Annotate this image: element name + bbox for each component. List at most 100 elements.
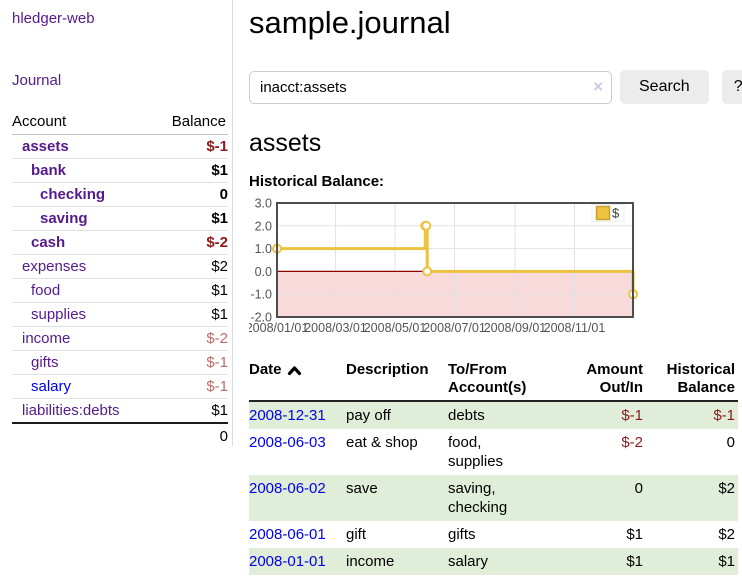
transaction-balance: $1	[718, 553, 735, 570]
transaction-amount: 0	[634, 480, 643, 497]
transaction-date-link[interactable]: 2008-06-02	[249, 480, 326, 497]
transaction-description: gift	[346, 526, 367, 543]
transaction-amount: $-1	[621, 407, 643, 424]
sidebar: hledger-web Journal Account Balance asse…	[0, 0, 233, 448]
account-row-expenses: expenses $2	[12, 254, 228, 279]
account-balance: $1	[153, 302, 228, 327]
register-header-accounts: To/From Account(s)	[448, 359, 566, 402]
clear-search-icon[interactable]: ×	[593, 76, 603, 96]
register-row: 2008-06-03 eat & shop food, supplies $-2…	[249, 429, 738, 475]
transaction-date-link[interactable]: 2008-06-03	[249, 434, 326, 451]
sidebar-item-journal[interactable]: Journal	[12, 72, 62, 89]
balance-chart-svg: 2008/01/012008/03/012008/05/012008/07/01…	[249, 197, 638, 335]
svg-text:0.0: 0.0	[255, 265, 272, 279]
account-row-liabilities-debts: liabilities:debts $1	[12, 398, 228, 423]
account-link-gifts[interactable]: gifts	[31, 354, 59, 371]
transaction-description: income	[346, 553, 395, 570]
account-link-supplies[interactable]: supplies	[31, 306, 87, 323]
transaction-accounts: saving, checking	[448, 480, 508, 516]
account-balance: $2	[153, 254, 228, 279]
transaction-description: eat & shop	[346, 434, 418, 451]
accounts-header-row: Account Balance	[12, 110, 228, 135]
svg-text:2008/09/01: 2008/09/01	[484, 321, 547, 335]
transaction-accounts: salary	[448, 553, 489, 570]
account-link-checking[interactable]: checking	[40, 186, 106, 203]
accounts-total-value: 0	[153, 422, 228, 448]
register-header-balance: Historical Balance	[646, 359, 738, 402]
transaction-balance: 0	[726, 434, 735, 451]
account-row-gifts: gifts $-1	[12, 350, 228, 375]
account-row-assets: assets $-1	[12, 135, 228, 159]
svg-text:$: $	[612, 206, 620, 221]
transaction-accounts: debts	[448, 407, 485, 424]
account-link-expenses[interactable]: expenses	[22, 258, 87, 275]
chart-title: Historical Balance:	[249, 173, 385, 190]
register-table: Date Description To/From Account(s) Amoun…	[249, 359, 738, 575]
transaction-balance: $2	[718, 480, 735, 497]
svg-text:-1.0: -1.0	[250, 288, 272, 302]
account-balance: $1	[153, 398, 228, 423]
account-balance: $-2	[153, 230, 228, 255]
transaction-balance: $2	[718, 526, 735, 543]
account-balance: $1	[153, 158, 228, 183]
account-link-salary[interactable]: salary	[31, 378, 72, 395]
account-row-bank: bank $1	[12, 158, 228, 183]
account-row-supplies: supplies $1	[12, 302, 228, 327]
svg-text:2008/03/01: 2008/03/01	[304, 321, 367, 335]
account-heading: assets	[249, 129, 322, 157]
account-link-saving[interactable]: saving	[40, 210, 88, 227]
account-balance: 0	[153, 182, 228, 207]
account-link-liabilities-debts[interactable]: liabilities:debts	[22, 402, 120, 419]
app-title-link[interactable]: hledger-web	[12, 10, 95, 27]
register-header-date[interactable]: Date	[249, 359, 346, 402]
sort-ascending-icon	[287, 365, 301, 375]
account-link-bank[interactable]: bank	[31, 162, 67, 179]
account-link-income[interactable]: income	[22, 330, 71, 347]
transaction-date-link[interactable]: 2008-01-01	[249, 553, 326, 570]
transaction-accounts: gifts	[448, 526, 476, 543]
register-row: 2008-06-01 gift gifts $1 $2	[249, 521, 738, 548]
account-link-cash[interactable]: cash	[31, 234, 66, 251]
transaction-amount: $-2	[621, 434, 643, 451]
account-row-income: income $-2	[12, 326, 228, 351]
account-balance: $1	[153, 278, 228, 303]
transaction-description: pay off	[346, 407, 391, 424]
account-row-food: food $1	[12, 278, 228, 303]
transaction-accounts: food, supplies	[448, 434, 504, 470]
svg-text:2008/01/01: 2008/01/01	[249, 321, 308, 335]
account-row-salary: salary $-1	[12, 374, 228, 399]
account-link-food[interactable]: food	[31, 282, 61, 299]
register-header-amount: Amount Out/In	[566, 359, 646, 402]
svg-text:1.0: 1.0	[255, 242, 272, 256]
accounts-total-row: 0	[12, 422, 228, 448]
transaction-amount: $1	[626, 553, 643, 570]
account-link-assets[interactable]: assets	[22, 138, 69, 155]
account-balance: $-2	[153, 326, 228, 351]
svg-text:2008/05/01: 2008/05/01	[364, 321, 427, 335]
register-header-description: Description	[346, 359, 448, 402]
search-form: × Search ?	[249, 70, 742, 104]
search-input[interactable]	[249, 70, 612, 104]
transaction-description: save	[346, 480, 378, 497]
help-button[interactable]: ?	[721, 70, 742, 104]
transaction-date-link[interactable]: 2008-12-31	[249, 407, 326, 424]
account-row-cash: cash $-2	[12, 230, 228, 255]
account-balance: $1	[153, 206, 228, 231]
register-row: 2008-12-31 pay off debts $-1 $-1	[249, 401, 738, 429]
accounts-header-balance: Balance	[153, 110, 228, 135]
transaction-amount: $1	[626, 526, 643, 543]
register-row: 2008-01-01 income salary $1 $1	[249, 548, 738, 575]
search-button[interactable]: Search	[620, 70, 709, 104]
account-balance: $-1	[153, 350, 228, 375]
account-balance: $-1	[153, 374, 228, 399]
historical-balance-chart: 2008/01/01 2008/03/01 2008/05/01 2008/07/01…	[249, 195, 742, 343]
transaction-date-link[interactable]: 2008-06-01	[249, 526, 326, 543]
register-row: 2008-06-02 save saving, checking 0 $2	[249, 475, 738, 521]
page-title: sample.journal	[249, 5, 451, 40]
svg-text:-2.0: -2.0	[250, 311, 272, 325]
register-header-row: Date Description To/From Account(s) Amoun…	[249, 359, 738, 402]
account-row-saving: saving $1	[12, 206, 228, 231]
transaction-balance: $-1	[713, 407, 735, 424]
svg-text:2.0: 2.0	[255, 219, 272, 233]
account-row-checking: checking 0	[12, 182, 228, 207]
